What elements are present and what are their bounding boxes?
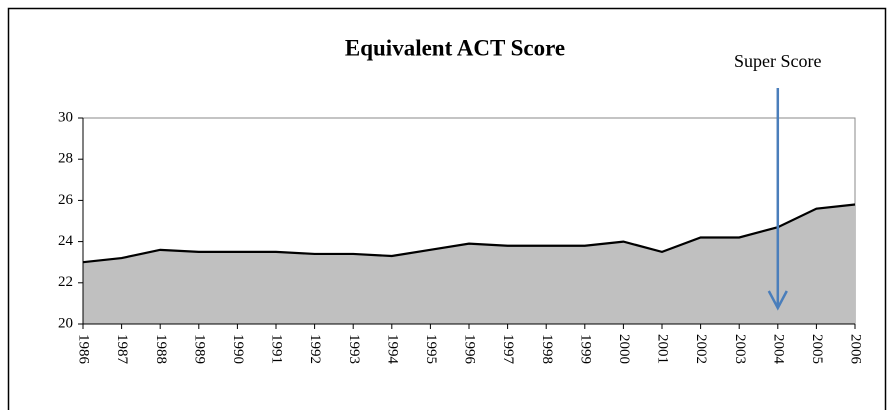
x-tick-label: 2004 <box>770 334 786 365</box>
y-tick-label: 24 <box>58 233 74 249</box>
x-tick-label: 1998 <box>539 334 555 364</box>
x-tick-label: 1999 <box>577 334 593 364</box>
x-tick-label: 1994 <box>384 334 400 365</box>
x-tick-label: 1986 <box>76 334 92 365</box>
x-tick-label: 2001 <box>655 334 671 364</box>
y-tick-label: 28 <box>58 151 73 167</box>
chart-title: Equivalent ACT Score <box>345 35 565 60</box>
x-tick-label: 1990 <box>230 334 246 364</box>
x-tick-label: 1993 <box>346 334 362 364</box>
x-tick-label: 1987 <box>114 334 130 365</box>
x-tick-label: 1989 <box>191 334 207 364</box>
y-tick-label: 22 <box>58 274 73 290</box>
annotation-text: Super Score <box>734 51 821 71</box>
x-tick-label: 2000 <box>616 334 632 364</box>
x-tick-label: 1992 <box>307 334 323 364</box>
x-tick-label: 1995 <box>423 334 439 364</box>
x-tick-label: 1996 <box>462 334 478 365</box>
y-tick-label: 26 <box>58 192 74 208</box>
x-tick-label: 2005 <box>809 334 825 364</box>
annotation-arrowhead <box>767 290 788 311</box>
x-tick-label: 2002 <box>693 334 709 364</box>
x-tick-label: 1991 <box>269 334 285 364</box>
x-tick-label: 2006 <box>848 334 864 365</box>
area-line <box>82 203 856 264</box>
area-fill <box>83 204 855 324</box>
x-tick-label: 2003 <box>732 334 748 364</box>
y-tick-label: 20 <box>58 315 73 331</box>
y-tick-label: 30 <box>58 109 73 125</box>
x-tick-label: 1997 <box>500 334 516 365</box>
x-tick-label: 1988 <box>153 334 169 364</box>
